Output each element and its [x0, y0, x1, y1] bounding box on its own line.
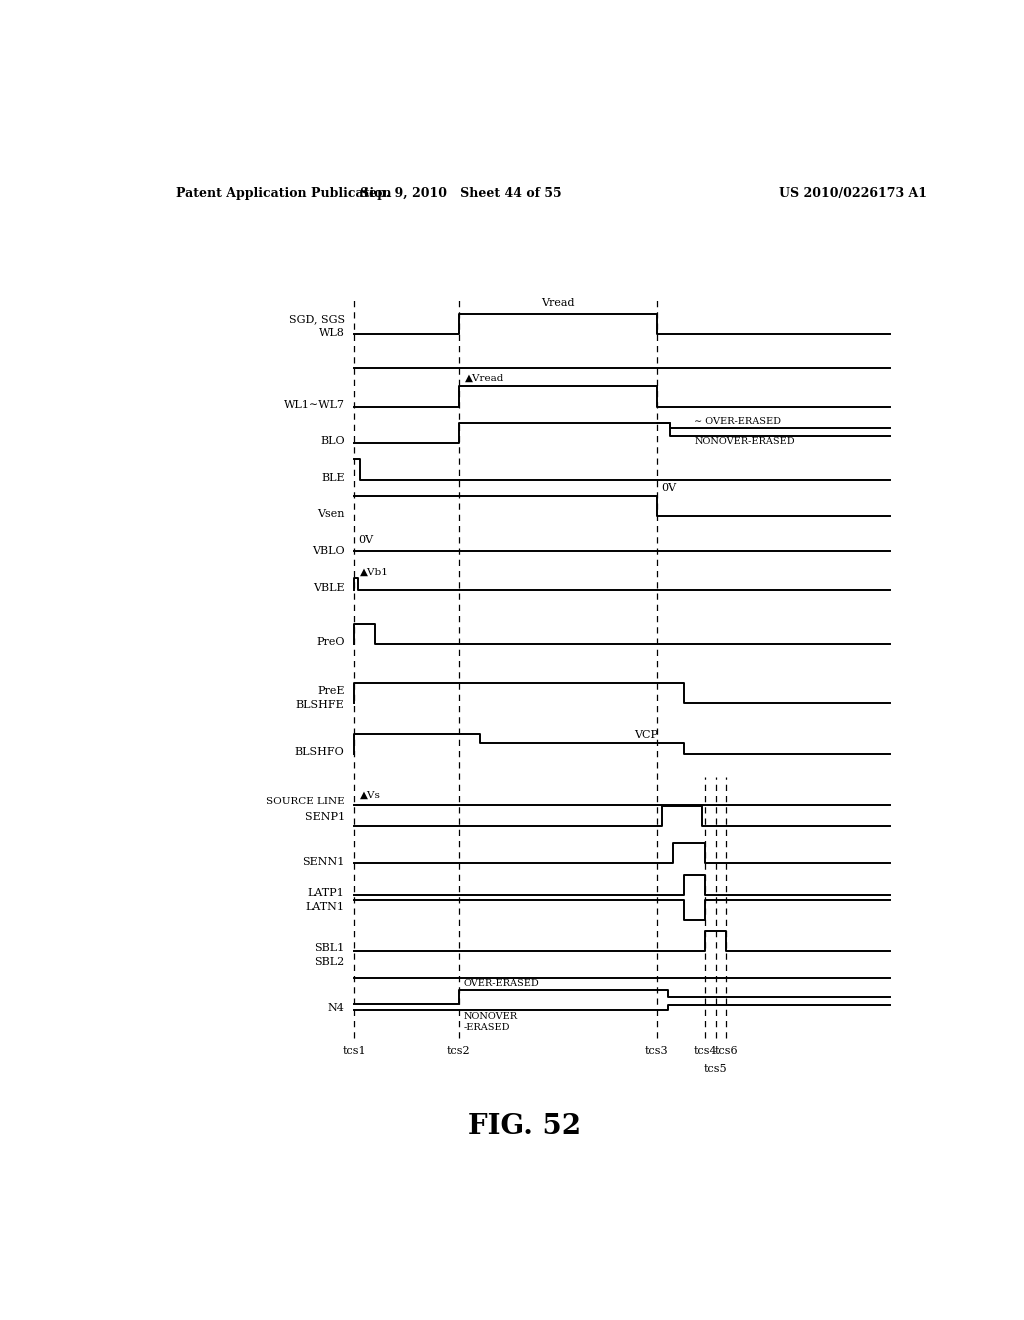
Text: VBLE: VBLE [313, 582, 345, 593]
Text: tcs4: tcs4 [693, 1045, 717, 1056]
Text: Sep. 9, 2010   Sheet 44 of 55: Sep. 9, 2010 Sheet 44 of 55 [360, 187, 562, 199]
Text: SENN1: SENN1 [302, 857, 345, 867]
Text: tcs3: tcs3 [645, 1045, 669, 1056]
Text: ▲Vs: ▲Vs [359, 791, 380, 800]
Text: N4: N4 [328, 1003, 345, 1014]
Text: OVER-ERASED: OVER-ERASED [464, 979, 540, 987]
Text: FIG. 52: FIG. 52 [468, 1113, 582, 1139]
Text: BLO: BLO [321, 436, 345, 446]
Text: Vsen: Vsen [317, 510, 345, 519]
Text: ▲Vread: ▲Vread [465, 375, 505, 383]
Text: tcs1: tcs1 [342, 1045, 366, 1056]
Text: NONOVER-ERASED: NONOVER-ERASED [694, 437, 795, 446]
Text: tcs2: tcs2 [446, 1045, 470, 1056]
Text: 0V: 0V [660, 483, 676, 492]
Text: VCP: VCP [634, 730, 658, 741]
Text: Vread: Vread [541, 298, 574, 308]
Text: BLSHFO: BLSHFO [295, 747, 345, 758]
Text: SBL2: SBL2 [314, 957, 345, 966]
Text: 0V: 0V [358, 535, 374, 545]
Text: SENP1: SENP1 [298, 812, 345, 822]
Text: PreE: PreE [317, 686, 345, 696]
Text: ∼ OVER-ERASED: ∼ OVER-ERASED [694, 417, 781, 426]
Text: tcs5: tcs5 [703, 1064, 728, 1074]
Text: BLE: BLE [322, 473, 345, 483]
Text: LATP1: LATP1 [308, 888, 345, 899]
Text: Patent Application Publication: Patent Application Publication [176, 187, 391, 199]
Text: PreO: PreO [316, 638, 345, 647]
Text: WL8: WL8 [318, 329, 345, 338]
Text: SOURCE LINE: SOURCE LINE [266, 797, 345, 807]
Text: NONOVER
-ERASED: NONOVER -ERASED [464, 1012, 518, 1032]
Text: VBLO: VBLO [312, 546, 345, 556]
Text: WL1∼WL7: WL1∼WL7 [284, 400, 345, 409]
Text: BLSHFE: BLSHFE [296, 701, 345, 710]
Text: SGD, SGS: SGD, SGS [289, 314, 345, 325]
Text: ▲Vb1: ▲Vb1 [359, 568, 388, 577]
Text: LATN1: LATN1 [305, 902, 345, 912]
Text: SBL1: SBL1 [314, 944, 345, 953]
Text: tcs6: tcs6 [715, 1045, 738, 1056]
Text: US 2010/0226173 A1: US 2010/0226173 A1 [778, 187, 927, 199]
